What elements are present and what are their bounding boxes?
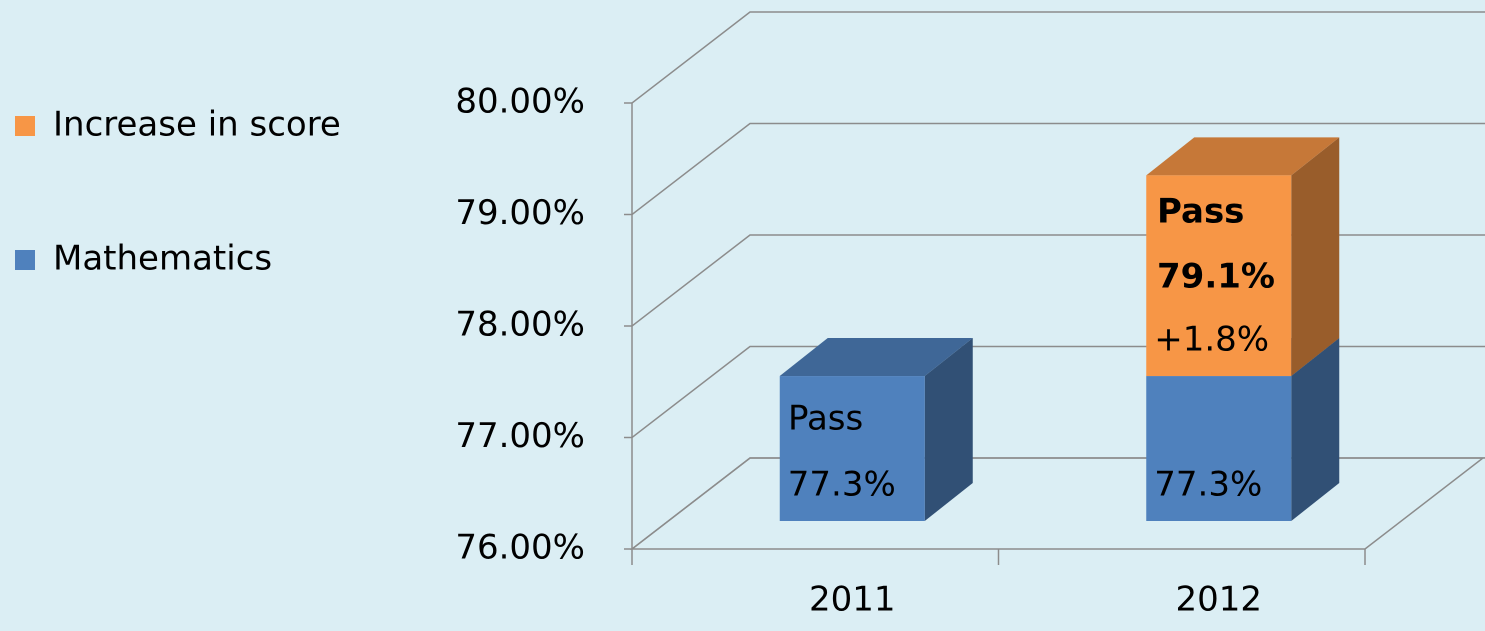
bar-top: [779, 338, 973, 377]
data-label: 77.3%: [1154, 465, 1262, 505]
bar: [1146, 175, 1292, 377]
x-tick-label: 2011: [809, 580, 896, 620]
bar-top: [1146, 137, 1340, 176]
legend-label: Increase in score: [53, 105, 341, 145]
grid-line: [631, 122, 1485, 216]
bar: [1146, 376, 1292, 521]
bar-side: [1291, 137, 1340, 377]
y-tick-label: 77.00%: [455, 416, 585, 456]
annotation: 79.1%: [1157, 257, 1275, 297]
y-tick-label: 79.00%: [455, 193, 585, 233]
legend-swatch: [15, 250, 35, 270]
annotation: Pass: [788, 399, 863, 439]
y-tick-label: 76.00%: [455, 528, 585, 568]
data-label: 77.3%: [788, 465, 896, 505]
annotation: Pass: [1157, 192, 1244, 232]
x-tick-label: 2012: [1175, 580, 1262, 620]
legend-label: Mathematics: [53, 239, 272, 279]
y-tick-label: 78.00%: [455, 305, 585, 345]
bar-side: [1291, 338, 1340, 521]
legend-swatch: [15, 116, 35, 136]
bar: [779, 376, 925, 521]
grid-line: [631, 11, 1485, 104]
data-label: +1.8%: [1154, 320, 1269, 360]
bar-side: [924, 338, 973, 521]
y-tick-label: 80.00%: [455, 82, 585, 122]
